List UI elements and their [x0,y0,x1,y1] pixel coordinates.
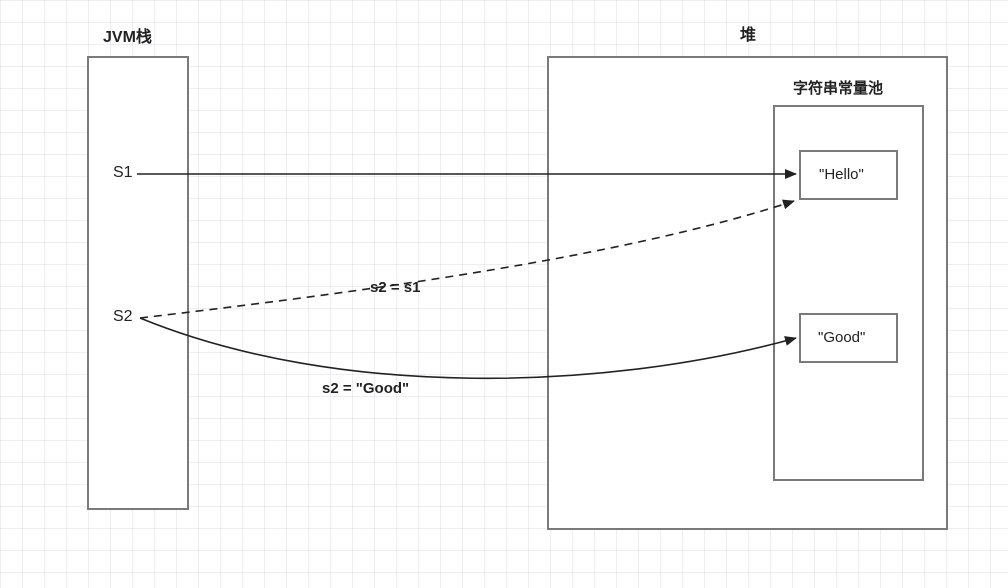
heap-title: 堆 [740,21,756,45]
jvm-stack-title: JVM栈 [103,23,152,47]
s2-label: S2 [113,308,133,326]
diagram-canvas: { "canvas": { "width": 1008, "height": 5… [0,0,1008,588]
s1-label: S1 [113,164,133,182]
hello-value-label: "Hello" [819,166,864,183]
good-value-label: "Good" [818,329,865,346]
string-pool-title: 字符串常量池 [793,77,883,98]
s2-equals-good-label: s2 = "Good" [322,380,409,397]
jvm-stack-box [87,56,189,510]
s2-equals-s1-label: s2 = s1 [370,279,420,296]
